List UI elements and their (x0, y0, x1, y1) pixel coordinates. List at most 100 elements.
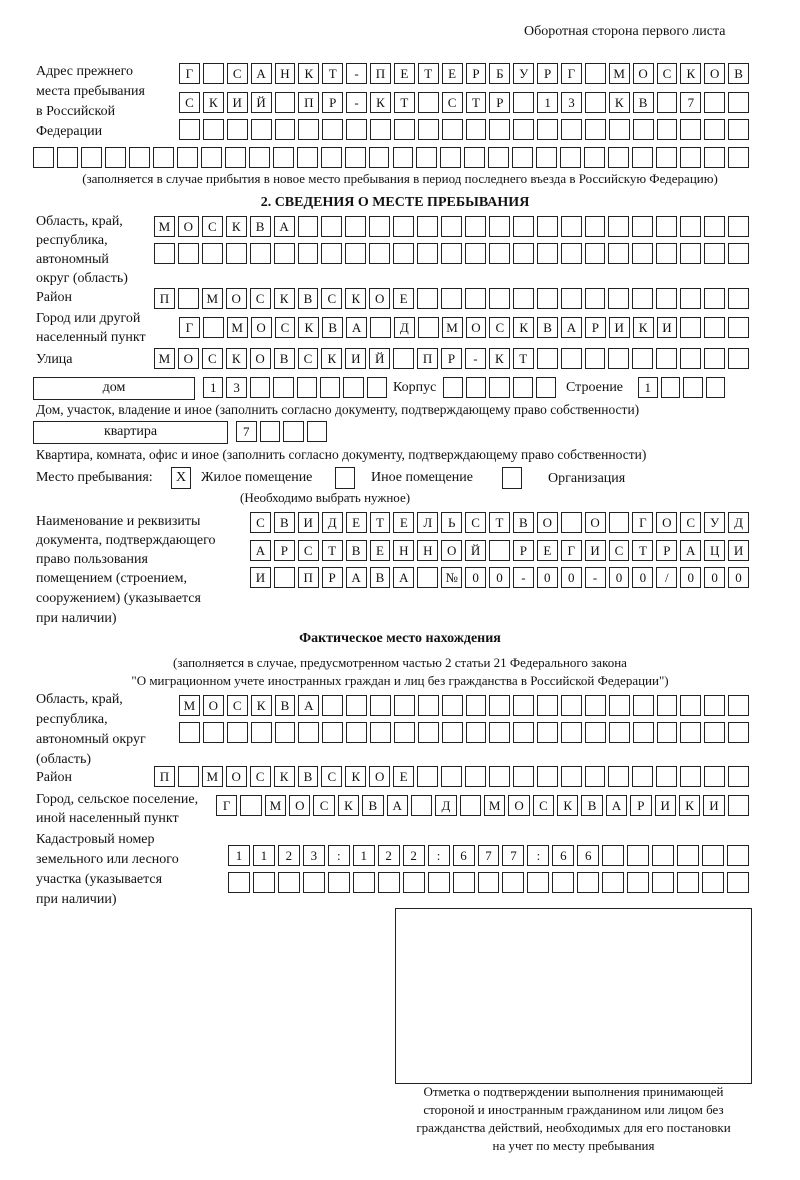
char-cell[interactable] (464, 147, 486, 168)
char-cell[interactable] (512, 243, 534, 264)
char-cell[interactable]: М (441, 317, 463, 338)
char-cell[interactable]: М (154, 348, 175, 369)
char-cell[interactable] (297, 216, 319, 237)
char-cell[interactable]: - (346, 92, 367, 113)
char-cell[interactable] (273, 243, 295, 264)
char-cell[interactable] (489, 119, 511, 140)
char-cell[interactable] (680, 119, 702, 140)
house-type-field[interactable]: дом (33, 377, 195, 400)
char-cell[interactable] (608, 695, 630, 716)
char-cell[interactable] (488, 147, 510, 168)
char-cell[interactable] (652, 872, 675, 893)
char-cell[interactable]: Р (537, 63, 558, 84)
char-cell[interactable] (201, 243, 223, 264)
char-cell[interactable] (560, 243, 582, 264)
char-cell[interactable] (704, 695, 726, 716)
char-cell[interactable]: В (274, 695, 296, 716)
char-cell[interactable]: В (581, 795, 603, 816)
char-cell[interactable] (680, 216, 702, 237)
char-cell[interactable]: Г (179, 63, 200, 84)
char-cell[interactable]: К (250, 695, 272, 716)
char-cell[interactable]: С (532, 795, 555, 816)
char-cell[interactable] (417, 92, 439, 113)
char-cell[interactable]: О (441, 540, 463, 561)
char-cell[interactable]: И (250, 567, 271, 588)
char-cell[interactable] (452, 872, 475, 893)
char-cell[interactable]: 7 (680, 92, 702, 113)
char-cell[interactable]: Е (369, 540, 391, 561)
char-cell[interactable]: Р (322, 92, 344, 113)
option-organization-checkbox[interactable] (502, 467, 522, 489)
char-cell[interactable] (728, 722, 749, 743)
char-cell[interactable]: О (289, 795, 311, 816)
char-cell[interactable]: К (298, 317, 320, 338)
char-cell[interactable] (584, 766, 606, 787)
char-cell[interactable]: Н (417, 540, 439, 561)
char-cell[interactable]: И (608, 317, 630, 338)
char-cell[interactable] (369, 243, 391, 264)
char-cell[interactable] (202, 63, 224, 84)
char-cell[interactable]: Г (632, 512, 654, 533)
char-cell[interactable] (366, 377, 387, 398)
char-cell[interactable] (377, 872, 400, 893)
char-cell[interactable]: 0 (560, 567, 582, 588)
char-cell[interactable] (608, 288, 630, 309)
char-cell[interactable] (728, 243, 749, 264)
char-cell[interactable]: А (250, 540, 271, 561)
char-cell[interactable]: 1 (537, 92, 558, 113)
char-cell[interactable] (56, 147, 78, 168)
actual-region-row-2[interactable] (179, 722, 752, 745)
char-cell[interactable] (656, 147, 678, 168)
char-cell[interactable]: С (201, 348, 223, 369)
char-cell[interactable]: С (201, 216, 223, 237)
char-cell[interactable] (537, 722, 558, 743)
char-cell[interactable]: О (536, 512, 558, 533)
char-cell[interactable] (327, 872, 350, 893)
char-cell[interactable] (602, 845, 625, 866)
char-cell[interactable]: Е (441, 63, 463, 84)
char-cell[interactable]: - (584, 567, 606, 588)
char-cell[interactable]: П (370, 63, 391, 84)
char-cell[interactable] (343, 377, 364, 398)
char-cell[interactable] (677, 872, 700, 893)
char-cell[interactable]: И (345, 348, 367, 369)
char-cell[interactable]: Е (536, 540, 558, 561)
char-cell[interactable] (536, 348, 558, 369)
char-cell[interactable] (552, 872, 575, 893)
char-cell[interactable]: С (441, 92, 463, 113)
char-cell[interactable]: М (226, 317, 248, 338)
char-cell[interactable]: Д (435, 795, 457, 816)
char-cell[interactable] (33, 147, 54, 168)
char-cell[interactable]: У (704, 512, 726, 533)
char-cell[interactable]: Б (489, 63, 511, 84)
char-cell[interactable] (584, 243, 606, 264)
char-cell[interactable]: 7 (236, 421, 257, 442)
char-cell[interactable] (680, 695, 702, 716)
char-cell[interactable] (602, 872, 625, 893)
char-cell[interactable]: Г (560, 540, 582, 561)
char-cell[interactable] (441, 243, 462, 264)
char-cell[interactable] (680, 288, 702, 309)
char-cell[interactable]: Е (393, 63, 415, 84)
char-cell[interactable] (677, 845, 700, 866)
char-cell[interactable] (441, 288, 462, 309)
char-cell[interactable] (465, 695, 487, 716)
char-cell[interactable]: М (154, 216, 175, 237)
char-cell[interactable]: Р (441, 348, 462, 369)
char-cell[interactable] (584, 348, 606, 369)
char-cell[interactable]: 6 (452, 845, 475, 866)
char-cell[interactable]: Т (632, 540, 654, 561)
char-cell[interactable]: Ь (441, 512, 463, 533)
char-cell[interactable] (728, 92, 749, 113)
char-cell[interactable] (536, 766, 558, 787)
char-cell[interactable]: П (297, 567, 319, 588)
char-cell[interactable]: К (370, 92, 391, 113)
char-cell[interactable]: А (561, 317, 582, 338)
char-cell[interactable] (226, 119, 248, 140)
char-cell[interactable]: В (512, 512, 534, 533)
char-cell[interactable]: О (632, 63, 654, 84)
char-cell[interactable] (536, 147, 558, 168)
